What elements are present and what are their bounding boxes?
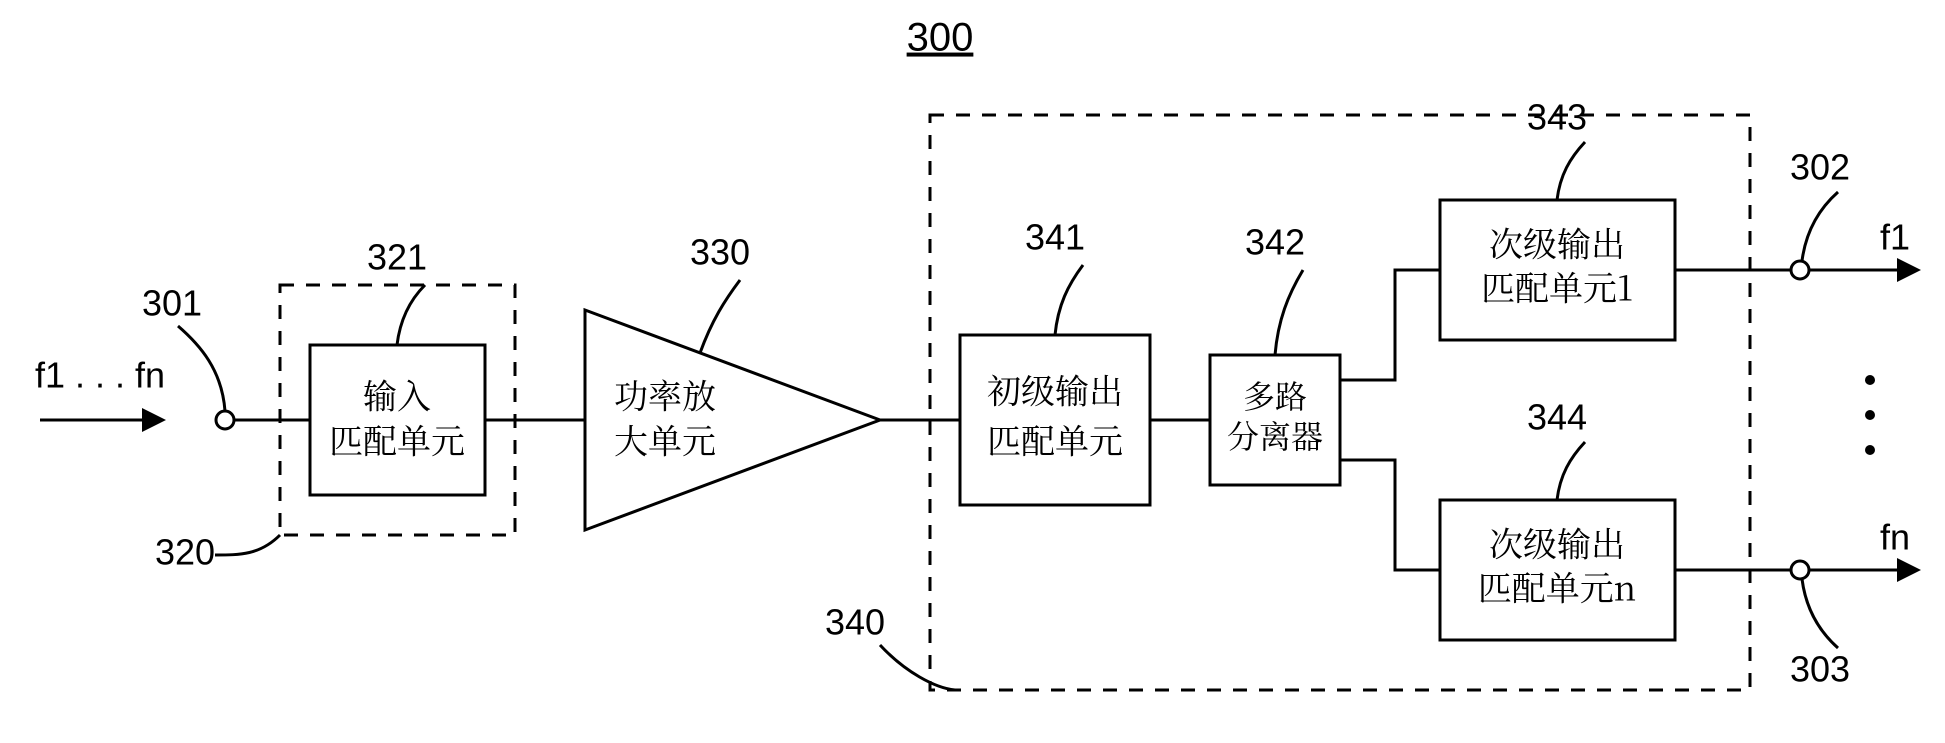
demux-line2: 分离器 bbox=[1227, 412, 1323, 458]
primary-out-line1: 初级输出 bbox=[987, 365, 1123, 414]
ref-344: 344 bbox=[1527, 397, 1587, 438]
ref-342: 342 bbox=[1245, 222, 1305, 263]
out-top-signal: f1 bbox=[1880, 217, 1910, 258]
input-match-line1: 输入 bbox=[363, 370, 431, 419]
input-signal-label: f1 . . . fn bbox=[35, 355, 165, 396]
ref-330: 330 bbox=[690, 232, 750, 273]
amplifier-block: 功率放 大单元 330 bbox=[585, 232, 880, 530]
output-terminal-bottom: fn 303 bbox=[1790, 517, 1915, 690]
secondary-output-match-1-block: 次级输出 匹配单元1 343 bbox=[1440, 97, 1675, 340]
ref-341: 341 bbox=[1025, 217, 1085, 258]
ref-320: 320 bbox=[155, 532, 215, 573]
secn-line1: 次级输出 bbox=[1489, 518, 1625, 567]
amp-line2: 大单元 bbox=[614, 415, 716, 464]
primary-output-match-block: 初级输出 匹配单元 341 bbox=[960, 217, 1150, 505]
primary-out-line2: 匹配单元 bbox=[987, 415, 1123, 464]
ref-340: 340 bbox=[825, 602, 885, 643]
outputs-ellipsis bbox=[1865, 375, 1875, 455]
input-terminal: 301 bbox=[142, 283, 310, 429]
ref-302: 302 bbox=[1790, 147, 1850, 188]
secn-line2: 匹配单元n bbox=[1478, 562, 1636, 611]
ref-343: 343 bbox=[1527, 97, 1587, 138]
output-terminal-top: f1 302 bbox=[1790, 147, 1915, 279]
amp-line1: 功率放 bbox=[614, 370, 716, 419]
sec1-line1: 次级输出 bbox=[1489, 218, 1625, 267]
input-match-block: 输入 匹配单元 321 bbox=[310, 237, 485, 495]
input-match-line2: 匹配单元 bbox=[329, 415, 465, 464]
ref-321: 321 bbox=[367, 237, 427, 278]
demux-block: 多路 分离器 342 bbox=[1210, 222, 1340, 485]
secondary-output-match-n-block: 次级输出 匹配单元n 344 bbox=[1440, 397, 1675, 640]
diagram-ref-title: 300 bbox=[907, 16, 974, 60]
out-bot-signal: fn bbox=[1880, 517, 1910, 558]
sec1-line2: 匹配单元1 bbox=[1481, 262, 1633, 311]
wire-342-to-344 bbox=[1340, 460, 1440, 570]
wire-342-to-343 bbox=[1340, 270, 1440, 380]
ref-301: 301 bbox=[142, 283, 202, 324]
ref-303: 303 bbox=[1790, 649, 1850, 690]
